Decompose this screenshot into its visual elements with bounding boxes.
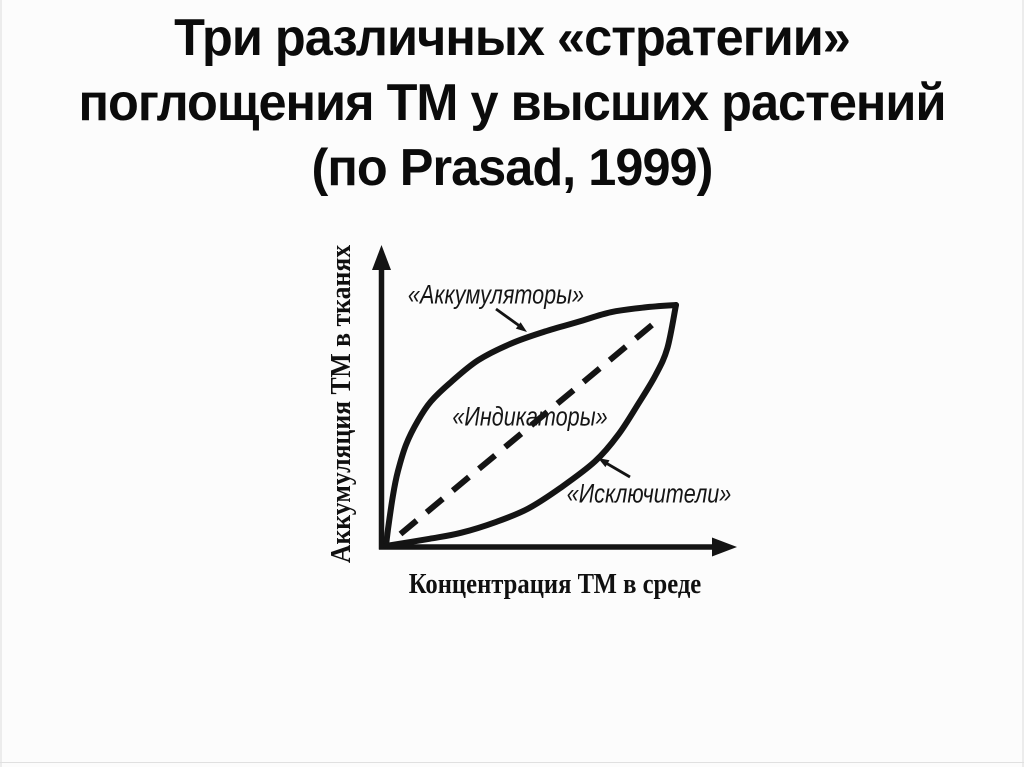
accumulators-label: «Аккумуляторы» [407,279,585,310]
slide-right-edge [1022,0,1024,767]
y-axis-label: Аккумуляция ТМ в тканях [326,244,357,564]
slide-title-line-1: Три различных «стратегии» [174,9,851,67]
x-axis-arrowhead-icon [712,537,737,557]
indicators-label: «Индикаторы» [452,401,608,432]
excluders-pointer-arrow [598,458,631,479]
slide-title-line-3: (по Prasad, 1999) [311,139,714,197]
excluders-label: «Исключители» [566,478,732,509]
accumulators-curve [383,302,679,549]
accumulators-arrowhead-icon [515,322,527,332]
excluders-arrowhead-icon [598,458,610,468]
x-axis-label: Концентрация ТМ в среде [408,569,702,600]
y-axis-arrowhead-icon [372,245,391,270]
slide-title-line-2: поглощения ТМ у высших растений [78,74,947,132]
slide-left-edge [0,0,2,767]
slide-bottom-edge [0,762,1024,763]
excluders-curve [383,302,679,549]
slide-title: Три различных «стратегии» поглощения ТМ … [15,6,1008,201]
indicators-dashed-line [398,314,664,537]
accumulators-pointer-arrow [495,307,527,332]
